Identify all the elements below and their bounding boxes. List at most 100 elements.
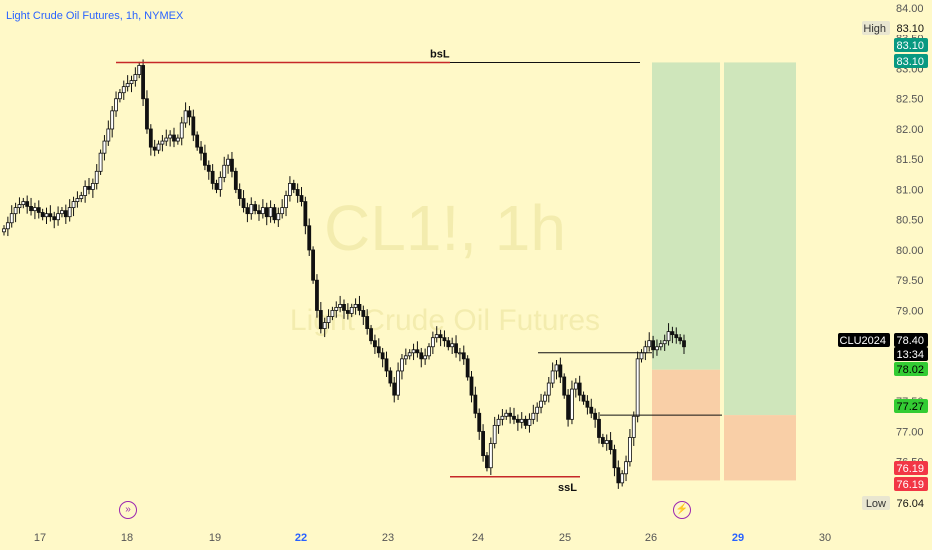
candle-body: [635, 358, 640, 417]
candle-body: [195, 134, 200, 148]
candle-body: [13, 207, 18, 215]
candle-body: [315, 279, 319, 311]
candle-body: [203, 152, 207, 166]
x-tick-label: 30: [819, 532, 831, 544]
candle-body: [678, 337, 683, 342]
candle-body: [295, 189, 300, 196]
candle-body: [438, 334, 443, 339]
candle-body: [230, 158, 234, 172]
candle-body: [473, 394, 478, 414]
candle-body: [121, 86, 126, 94]
symbol-tag-bg: [838, 333, 890, 347]
candle-body: [662, 340, 667, 345]
x-tick-label: 17: [34, 532, 46, 544]
candle-body: [577, 382, 582, 396]
loss-zone: [652, 369, 720, 481]
x-tick-label: 18: [121, 532, 133, 544]
candle-body: [338, 304, 343, 308]
watermark-name: Light Crude Oil Futures: [290, 304, 600, 337]
candle-body: [631, 415, 636, 438]
candle-body: [546, 382, 551, 396]
x-tick-label: 25: [559, 532, 571, 544]
candle-body: [29, 206, 33, 212]
candle-body: [226, 158, 230, 166]
candle-body: [589, 406, 594, 414]
x-tick-label: 19: [209, 532, 221, 544]
candle-body: [44, 213, 49, 218]
candle-body: [442, 337, 447, 342]
last-price-bg: [894, 333, 928, 347]
candle-body: [156, 143, 161, 151]
candle-body: [423, 355, 428, 360]
candle-body: [430, 337, 435, 348]
candle-body: [83, 186, 88, 196]
candle-body: [164, 137, 169, 142]
candle-body: [658, 343, 663, 348]
candle-body: [5, 222, 10, 230]
candle-body: [90, 183, 95, 190]
candle-body: [148, 128, 153, 148]
bsl-label: bsL: [430, 48, 450, 60]
candle-body: [543, 394, 547, 402]
candle-body: [655, 346, 659, 351]
candle-body: [450, 343, 455, 348]
candle-body: [396, 370, 400, 396]
candle-body: [674, 334, 679, 339]
candle-body: [129, 80, 134, 85]
candle-body: [241, 198, 246, 209]
low-tag: Low: [866, 498, 886, 510]
candle-body: [624, 461, 628, 475]
candle-body: [353, 304, 358, 308]
candle-body: [222, 164, 227, 178]
candle-body: [48, 213, 53, 218]
candle-body: [515, 418, 520, 423]
y-tick-label: 82.00: [896, 124, 924, 136]
candle-body: [392, 382, 397, 396]
x-tick-label: 24: [472, 532, 484, 544]
candle-body: [415, 349, 420, 354]
lightning-icon[interactable]: ⚡: [673, 501, 691, 519]
high-tag: High: [863, 23, 886, 35]
y-tick-label: 80.50: [896, 215, 924, 227]
high-value-bg: [894, 21, 928, 35]
candle-body: [145, 98, 149, 130]
candle-body: [237, 189, 242, 199]
candle-body: [268, 207, 273, 218]
y-tick-label: 77.00: [896, 426, 924, 438]
candle-body: [183, 110, 188, 124]
candle-body: [210, 170, 215, 184]
candle-body: [272, 207, 277, 221]
candle-body: [191, 116, 196, 136]
replay-icon[interactable]: »: [119, 501, 137, 519]
candle-body: [284, 195, 288, 209]
y-tick-label: 81.50: [896, 154, 924, 166]
candle-body: [550, 370, 555, 384]
candle-body: [604, 440, 609, 444]
candle-body: [488, 443, 493, 469]
profit-zone: [652, 62, 720, 370]
candle-body: [9, 213, 14, 224]
candle-body: [303, 201, 308, 227]
x-tick-label: 22: [295, 532, 307, 544]
candle-body: [67, 207, 72, 218]
candle-body: [87, 186, 91, 190]
candle-body: [469, 376, 474, 396]
candle-body: [299, 195, 304, 202]
candle-body: [345, 310, 350, 314]
y-tick-label: 79.50: [896, 275, 924, 287]
candle-body: [334, 307, 339, 311]
candle-body: [288, 183, 292, 196]
x-tick-label: 23: [382, 532, 394, 544]
candle-body: [349, 307, 354, 314]
countdown: 13:34: [896, 349, 924, 361]
candle-body: [21, 201, 26, 205]
candle-body: [322, 322, 327, 329]
candle-body: [427, 346, 431, 357]
candle-body: [326, 316, 331, 323]
candle-body: [651, 340, 655, 351]
candle-body: [481, 431, 485, 457]
candle-body: [52, 216, 57, 221]
candle-body: [276, 213, 281, 221]
